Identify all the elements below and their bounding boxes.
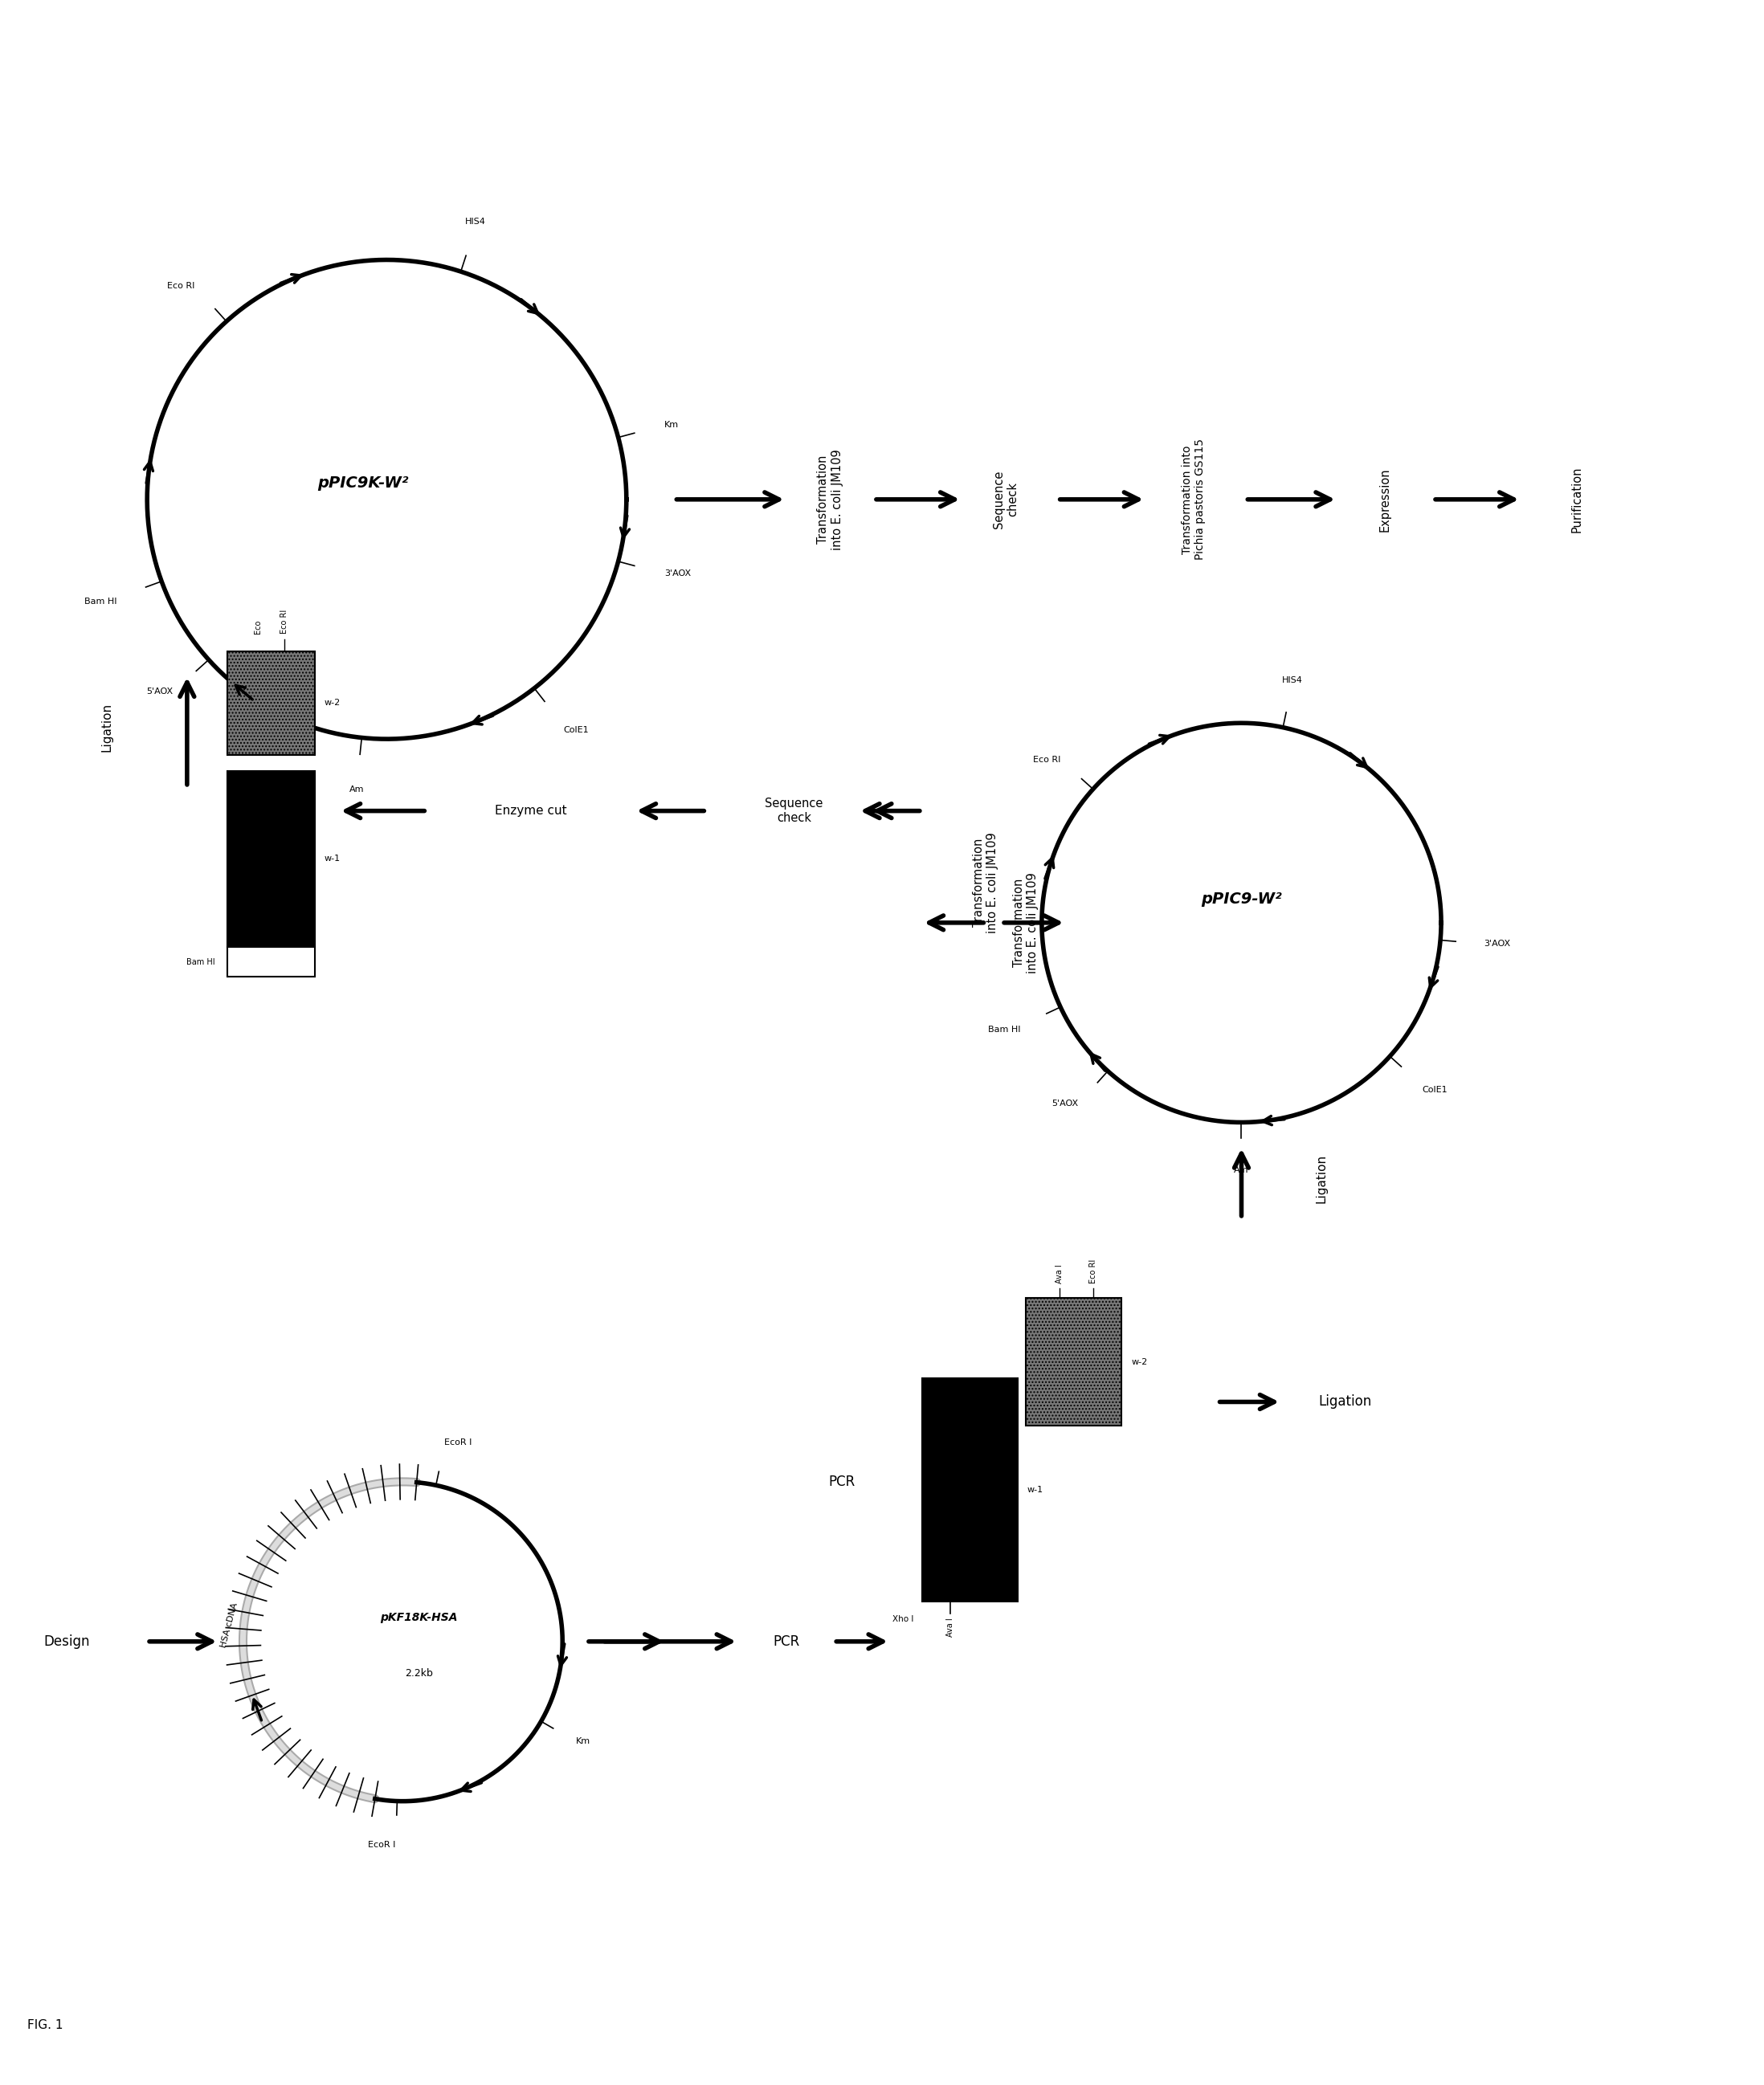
Text: pKF18K-HSA: pKF18K-HSA (379, 1612, 457, 1622)
Text: Ligation: Ligation (101, 703, 113, 751)
Text: HIS4: HIS4 (466, 219, 487, 225)
Text: EcoR I: EcoR I (445, 1439, 471, 1447)
Text: Sequence
check: Sequence check (993, 471, 1020, 528)
Text: FIG. 1: FIG. 1 (26, 2018, 64, 2031)
Text: 3'AOX: 3'AOX (665, 569, 691, 578)
Text: w-1: w-1 (1027, 1487, 1044, 1493)
Text: ColE1: ColE1 (1422, 1086, 1448, 1095)
Text: PCR: PCR (773, 1635, 799, 1649)
Text: ColE1: ColE1 (564, 726, 589, 734)
Text: 2.2kb: 2.2kb (404, 1668, 432, 1678)
Text: Enzyme cut: Enzyme cut (494, 805, 566, 817)
Text: 3'AOX: 3'AOX (1484, 940, 1510, 949)
Text: Ava I: Ava I (1055, 1266, 1064, 1284)
Text: Km: Km (665, 421, 679, 430)
Text: Transformation
into E. coli JM109: Transformation into E. coli JM109 (1013, 872, 1039, 974)
Text: pPIC9K-W²: pPIC9K-W² (318, 475, 407, 492)
Text: Bam HI: Bam HI (85, 598, 116, 607)
Text: Design: Design (44, 1635, 90, 1649)
Text: Expression: Expression (1379, 467, 1392, 532)
Text: 5'AOX: 5'AOX (146, 688, 173, 696)
Text: Ligation: Ligation (1319, 1395, 1372, 1409)
Text: Transformation
into E. coli JM109: Transformation into E. coli JM109 (972, 832, 998, 934)
Text: Eco RI: Eco RI (280, 609, 288, 634)
Bar (923, 1378, 1018, 1601)
Text: Km: Km (575, 1737, 591, 1745)
Text: Eco RI: Eco RI (1032, 755, 1060, 763)
Text: Sequence
check: Sequence check (766, 799, 824, 824)
Text: Eco RI: Eco RI (168, 281, 194, 290)
Text: HSA cDNA: HSA cDNA (219, 1601, 238, 1649)
Text: HIS4: HIS4 (1282, 676, 1302, 684)
Text: Am: Am (349, 786, 363, 794)
Text: Ligation: Ligation (1316, 1153, 1327, 1203)
Text: Bam HI: Bam HI (988, 1026, 1021, 1034)
Text: Ava I: Ava I (946, 1618, 954, 1637)
Bar (1027, 1299, 1122, 1426)
Text: Eco: Eco (254, 619, 261, 634)
Text: w-2: w-2 (1131, 1357, 1148, 1366)
Text: Am: Am (1235, 1166, 1249, 1174)
Bar (228, 771, 314, 947)
Bar (228, 651, 314, 755)
Text: Purification: Purification (1572, 467, 1582, 532)
Text: 5'AOX: 5'AOX (1051, 1099, 1078, 1107)
Text: Eco RI: Eco RI (1088, 1259, 1097, 1284)
Text: w-2: w-2 (325, 698, 340, 707)
Text: Transformation into
Pichia pastoris GS115: Transformation into Pichia pastoris GS11… (1182, 438, 1205, 561)
Text: pPIC9-W²: pPIC9-W² (1201, 890, 1282, 907)
Text: Bam HI: Bam HI (187, 957, 215, 965)
Bar (228, 947, 314, 978)
Text: PCR: PCR (829, 1474, 856, 1489)
Text: Xho I: Xho I (893, 1616, 914, 1622)
Text: EcoR I: EcoR I (369, 1841, 395, 1849)
Text: w-1: w-1 (325, 855, 340, 863)
Text: Transformation
into E. coli JM109: Transformation into E. coli JM109 (817, 448, 843, 550)
